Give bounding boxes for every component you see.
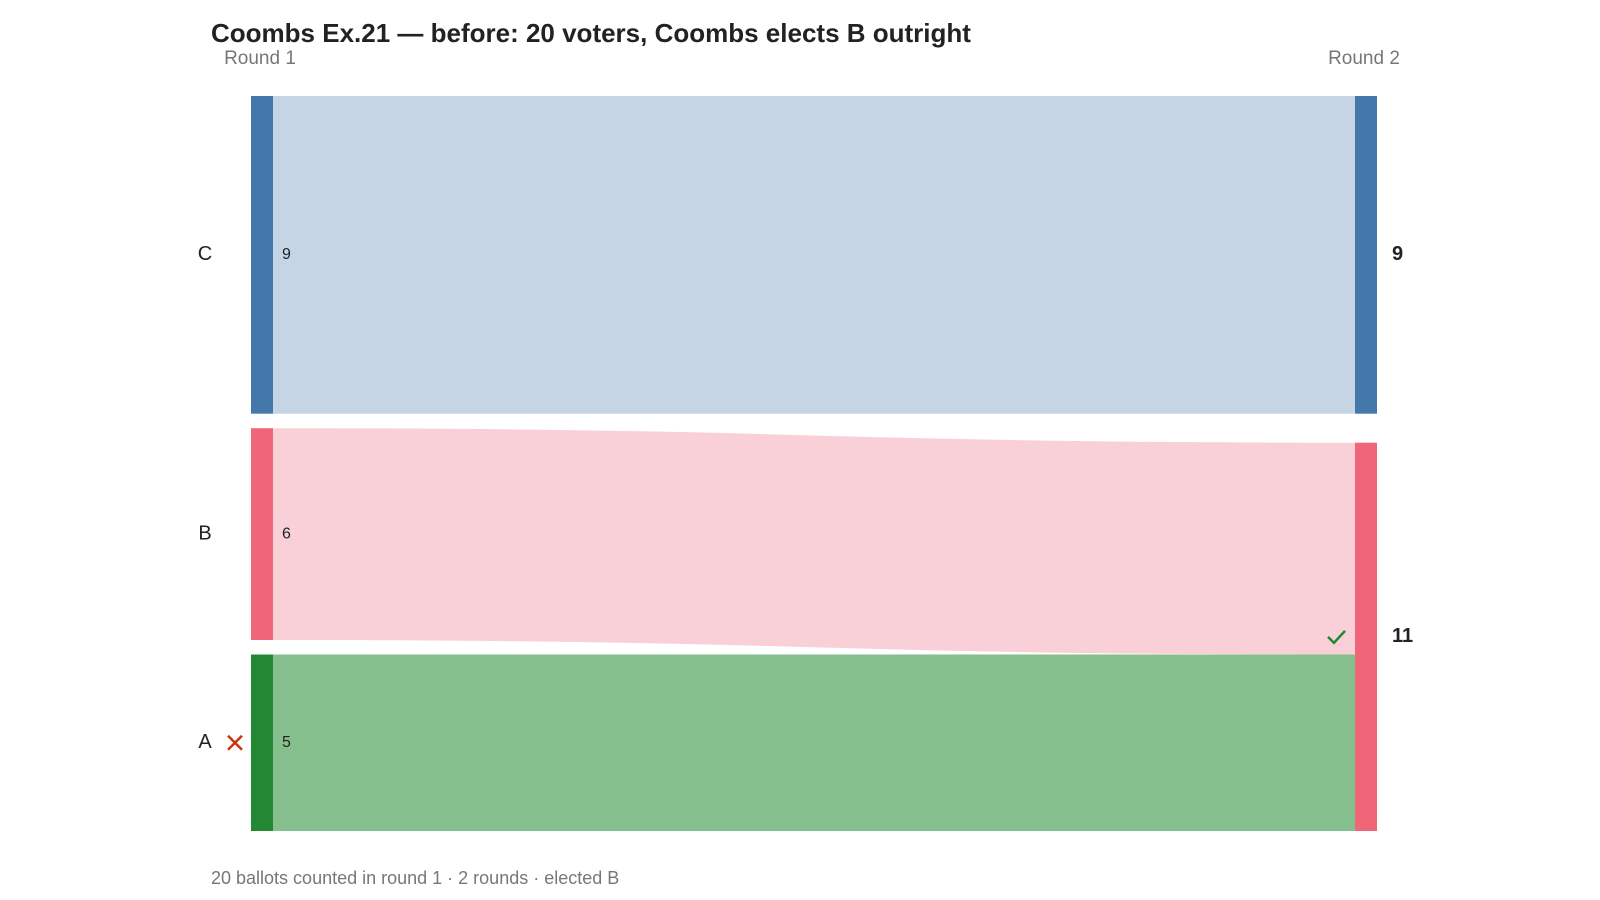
node-value: 6: [282, 525, 291, 542]
flow: [273, 654, 1355, 831]
node: [251, 428, 273, 640]
flow: [273, 428, 1355, 655]
node: [251, 96, 273, 414]
node-name: A: [198, 731, 212, 753]
footer: 20 ballots counted in round 1 · 2 rounds…: [211, 868, 619, 888]
node: [251, 654, 273, 831]
round-label: Round 2: [1328, 48, 1400, 69]
chart-title: Coombs Ex.21 — before: 20 voters, Coombs…: [211, 18, 971, 48]
flow: [273, 96, 1355, 414]
node: [1355, 442, 1377, 831]
node-name: B: [198, 522, 211, 544]
round-label: Round 1: [224, 48, 296, 69]
node-name: C: [198, 243, 212, 265]
eliminated-mark: [227, 734, 243, 751]
node-value: 11: [1392, 625, 1413, 647]
node-value: 9: [282, 246, 291, 263]
node-value: 5: [282, 734, 291, 751]
elected-mark: [1327, 630, 1346, 645]
node-value: 9: [1392, 243, 1403, 265]
node: [1355, 96, 1377, 414]
